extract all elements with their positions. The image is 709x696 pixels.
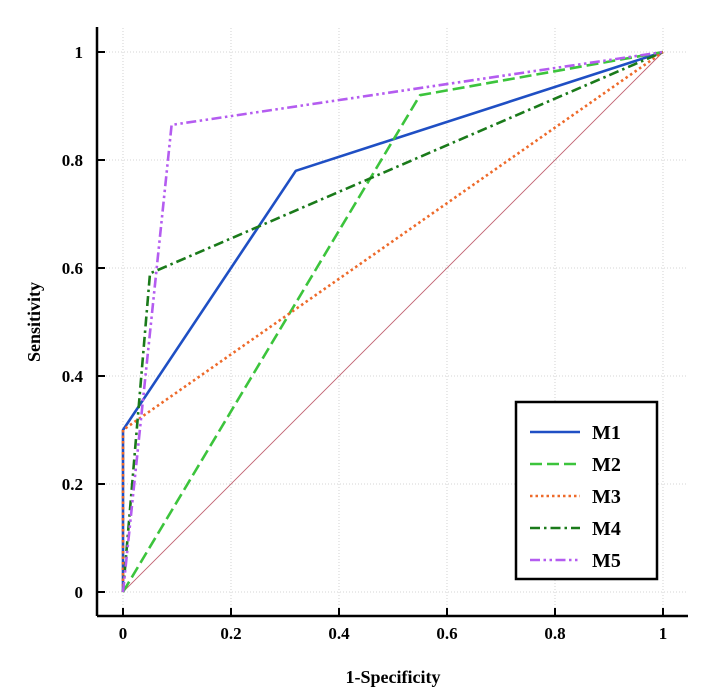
axes: [95, 27, 688, 618]
series-line-m5: [121, 50, 664, 593]
y-tick-label-1: 0.2: [62, 475, 83, 494]
series-line-m4: [121, 50, 664, 593]
legend-label-m3: M3: [592, 486, 621, 508]
y-tick-label-2: 0.4: [62, 367, 84, 386]
legend: M1 M2 M3 M4 M5: [514, 400, 659, 581]
y-tick-label-5: 1: [75, 43, 84, 62]
y-axis-title: Sensitivity: [24, 282, 44, 362]
legend-label-m1: M1: [592, 422, 621, 444]
x-ticks: 0 0.2 0.4 0.6 0.8 1: [119, 608, 668, 643]
x-tick-label-1: 0.2: [220, 624, 241, 643]
y-tick-label-4: 0.8: [62, 151, 83, 170]
x-tick-label-4: 0.8: [544, 624, 565, 643]
x-tick-label-5: 1: [659, 624, 668, 643]
x-tick-label-2: 0.4: [328, 624, 350, 643]
series-line-m2: [121, 50, 664, 593]
reference-diagonal-line: [122, 51, 664, 593]
y-ticks: 0 0.2 0.4 0.6 0.8 1: [62, 43, 105, 602]
series-line-m3: [121, 50, 664, 592]
legend-label-m2: M2: [592, 454, 621, 476]
series-group: [121, 50, 664, 593]
x-axis-title: 1-Specificity: [346, 667, 441, 687]
legend-label-m5: M5: [592, 550, 621, 572]
y-tick-label-0: 0: [75, 583, 84, 602]
x-tick-label-3: 0.6: [436, 624, 457, 643]
legend-label-m4: M4: [592, 518, 621, 540]
legend-box: [514, 400, 659, 581]
y-tick-label-3: 0.6: [62, 259, 83, 278]
series-line-m1: [121, 50, 664, 592]
x-tick-label-0: 0: [119, 624, 128, 643]
